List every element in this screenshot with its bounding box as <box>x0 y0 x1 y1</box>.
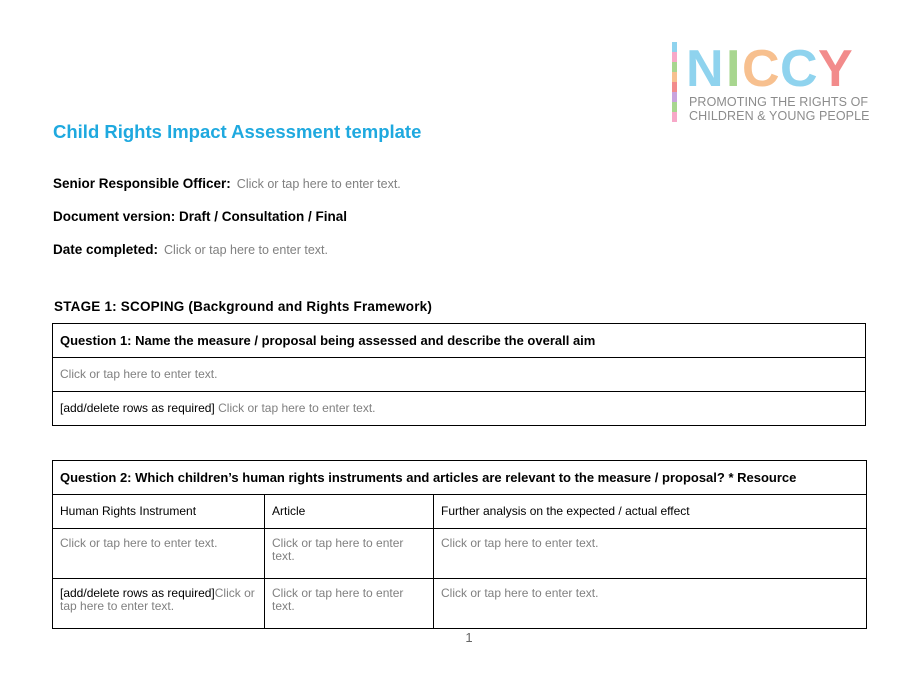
date-field: Date completed: Click or tap here to ente… <box>53 242 328 257</box>
question1-input[interactable]: Click or tap here to enter text. <box>52 357 866 392</box>
placeholder-text[interactable]: Click or tap here to enter text. <box>441 586 599 600</box>
niccy-logo: N I C C Y PROMOTING THE RIGHTS OF CHILDR… <box>672 40 872 124</box>
officer-field: Senior Responsible Officer: Click or tap … <box>53 176 401 191</box>
svg-text:C: C <box>742 40 780 98</box>
column-header-analysis: Further analysis on the expected / actua… <box>432 494 868 529</box>
svg-text:N: N <box>686 40 724 98</box>
instrument-input[interactable]: [add/delete rows as required]Click or ta… <box>52 578 265 629</box>
article-input[interactable]: Click or tap here to enter text. <box>264 578 434 629</box>
placeholder-text[interactable]: Click or tap here to enter text. <box>60 536 218 550</box>
placeholder-text[interactable]: Click or tap here to enter text. <box>272 536 404 563</box>
officer-label: Senior Responsible Officer: <box>53 176 231 191</box>
table-header-row: Human Rights Instrument Article Further … <box>52 494 868 529</box>
table-row: Question 1: Name the measure / proposal … <box>52 323 866 358</box>
question1-table: Question 1: Name the measure / proposal … <box>52 323 866 426</box>
column-header-instrument: Human Rights Instrument <box>52 494 265 529</box>
placeholder-text[interactable]: Click or tap here to enter text. <box>218 401 376 415</box>
question2-heading: Question 2: Which children’s human right… <box>51 460 868 495</box>
analysis-input[interactable]: Click or tap here to enter text. <box>432 578 868 629</box>
logo-tagline: PROMOTING THE RIGHTS OF CHILDREN & YOUNG… <box>689 95 870 123</box>
instrument-input[interactable]: Click or tap here to enter text. <box>52 528 265 579</box>
table-row: Click or tap here to enter text. Click o… <box>52 528 868 579</box>
date-input[interactable]: Click or tap here to enter text. <box>164 243 328 257</box>
add-delete-note: [add/delete rows as required] <box>60 401 215 415</box>
svg-text:C: C <box>780 40 818 98</box>
question2-table: Question 2: Which children’s human right… <box>51 460 868 629</box>
question1-extra-row[interactable]: [add/delete rows as required] Click or t… <box>52 391 866 426</box>
placeholder-text[interactable]: Click or tap here to enter text. <box>441 536 599 550</box>
page-title: Child Rights Impact Assessment template <box>53 121 422 142</box>
version-field: Document version: Draft / Consultation /… <box>53 209 347 224</box>
add-delete-note: [add/delete rows as required] <box>60 586 215 600</box>
stage-heading: STAGE 1: SCOPING (Background and Rights … <box>54 299 433 314</box>
officer-input[interactable]: Click or tap here to enter text. <box>236 177 401 191</box>
placeholder-text[interactable]: Click or tap here to enter text. <box>60 367 218 381</box>
page-number: 1 <box>465 630 473 645</box>
analysis-input[interactable]: Click or tap here to enter text. <box>432 528 868 579</box>
placeholder-text[interactable]: Click or tap here to enter text. <box>60 586 255 613</box>
date-label: Date completed: <box>53 242 159 257</box>
logo-tagline-line2: CHILDREN & YOUNG PEOPLE <box>689 109 870 123</box>
table-row: Click or tap here to enter text. <box>52 357 866 392</box>
table-row: [add/delete rows as required]Click or ta… <box>52 578 868 629</box>
table-row: Question 2: Which children’s human right… <box>51 460 868 495</box>
version-label[interactable]: Document version: Draft / Consultation /… <box>53 209 348 224</box>
article-input[interactable]: Click or tap here to enter text. <box>264 528 434 579</box>
logo-tagline-line1: PROMOTING THE RIGHTS OF <box>689 95 869 109</box>
question1-heading: Question 1: Name the measure / proposal … <box>52 323 866 358</box>
niccy-logo-mark: N I C C Y <box>672 40 853 122</box>
placeholder-text[interactable]: Click or tap here to enter text. <box>272 586 404 613</box>
table-row: [add/delete rows as required] Click or t… <box>52 391 866 426</box>
column-header-article: Article <box>264 494 434 529</box>
svg-text:Y: Y <box>818 40 853 98</box>
svg-text:I: I <box>726 40 740 98</box>
